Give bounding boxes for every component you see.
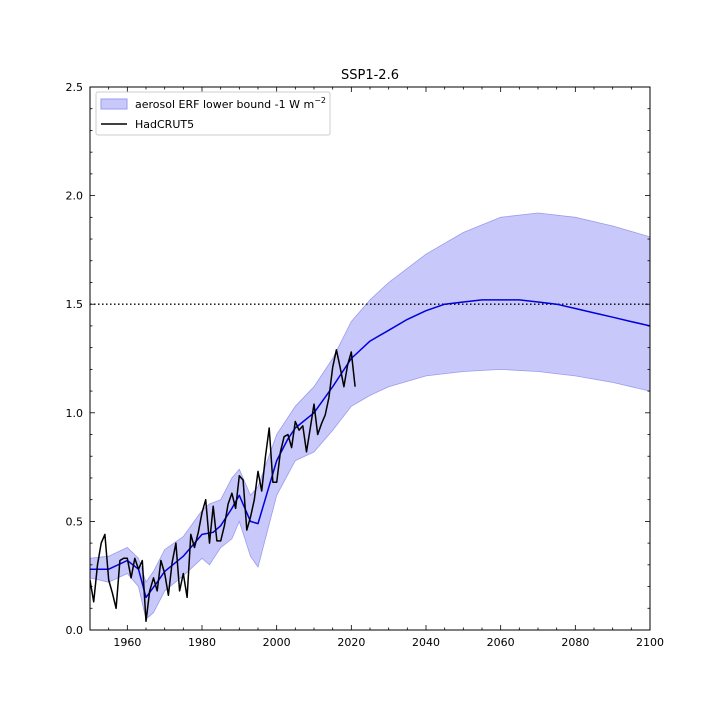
legend-frame [95, 91, 331, 136]
y-tick-label: 1.5 [66, 298, 84, 311]
y-tick-label: 2.5 [66, 81, 84, 94]
x-tick-label: 2020 [337, 636, 365, 649]
y-tick-label: 2.0 [66, 190, 84, 203]
x-tick-label: 2100 [636, 636, 664, 649]
uncertainty-band [90, 212, 650, 620]
x-axis: 1960 1980 2000 2020 2040 2060 2080 2100 [89, 87, 664, 649]
x-tick-label: 2080 [561, 636, 589, 649]
observed-hadcrut5-line [90, 349, 356, 623]
uncertainty-band-layer [90, 212, 650, 620]
legend-band-label-text: aerosol ERF lower bound -1 W m [135, 98, 314, 111]
y-tick-label: 0.5 [66, 515, 84, 528]
legend-band-label: aerosol ERF lower bound -1 W m−2 [135, 96, 326, 111]
y-axis: 0.0 0.5 1.0 1.5 2.0 2.5 [66, 81, 650, 637]
x-tick-label: 1960 [113, 636, 141, 649]
x-tick-label: 2060 [487, 636, 515, 649]
legend-band-label-superscript: −2 [314, 96, 326, 105]
y-tick-label: 1.0 [66, 407, 84, 420]
x-tick-label: 2000 [263, 636, 291, 649]
x-tick-label: 1980 [188, 636, 216, 649]
y-tick-label: 0.0 [66, 624, 84, 637]
series-layer [90, 299, 650, 623]
x-tick-label: 2040 [412, 636, 440, 649]
legend-band-swatch [100, 98, 128, 110]
legend: aerosol ERF lower bound -1 W m−2 HadCRUT… [95, 91, 331, 136]
legend-observed-label: HadCRUT5 [135, 118, 194, 131]
chart-title: SSP1-2.6 [341, 68, 399, 83]
